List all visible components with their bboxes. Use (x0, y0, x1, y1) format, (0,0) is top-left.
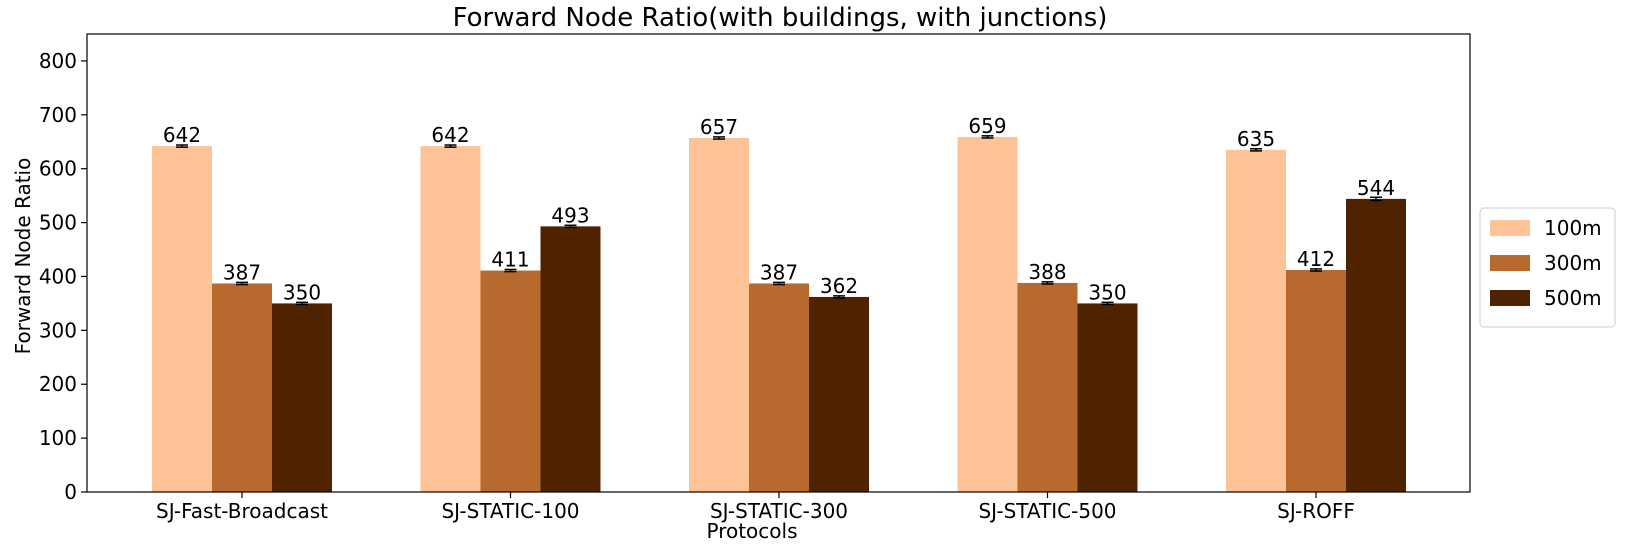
bar (212, 283, 272, 492)
data-label: 350 (283, 280, 321, 304)
data-label: 642 (431, 123, 469, 147)
data-label: 387 (760, 260, 798, 284)
legend-label: 100m (1544, 216, 1602, 240)
legend-label: 300m (1544, 251, 1602, 275)
x-tick-label: SJ-ROFF (1277, 499, 1355, 523)
data-label: 544 (1357, 176, 1395, 200)
x-tick-label: SJ-STATIC-100 (441, 499, 579, 523)
bar (540, 226, 601, 493)
legend-swatch (1490, 290, 1530, 306)
plot-area: 0 100 200 300 400 500 600 700 800 642 387 350 SJ-Fas… (39, 33, 1471, 523)
bar (749, 283, 809, 492)
data-label: 657 (700, 115, 738, 139)
plot-frame (86, 33, 1471, 493)
y-tick-label: 300 (39, 318, 77, 342)
data-label: 642 (163, 123, 201, 147)
bar (420, 146, 481, 492)
bar (1346, 198, 1406, 492)
legend-label: 500m (1544, 286, 1602, 310)
legend: 100m 300m 500m (1479, 207, 1616, 328)
bar (689, 137, 749, 493)
chart-title: Forward Node Ratio(with buildings, with … (453, 3, 1108, 33)
x-tick-label: SJ-STATIC-500 (978, 499, 1116, 523)
bar (1017, 282, 1078, 492)
x-axis-label: Protocols (706, 519, 797, 543)
bar (1077, 303, 1138, 492)
bar (272, 303, 332, 492)
bar (480, 270, 541, 492)
y-tick-label: 400 (39, 264, 77, 288)
bar (1286, 270, 1346, 492)
data-label: 388 (1028, 260, 1066, 284)
data-label: 411 (491, 248, 529, 272)
y-tick-label: 100 (39, 426, 77, 450)
y-tick-label: 700 (39, 103, 77, 127)
legend-swatch (1490, 255, 1530, 271)
y-axis-label: Forward Node Ratio (11, 158, 35, 355)
bar (957, 136, 1018, 493)
x-tick-label: SJ-STATIC-300 (710, 499, 848, 523)
data-label: 350 (1088, 280, 1126, 304)
y-tick-label: 800 (39, 49, 77, 73)
y-tick-label: 500 (39, 211, 77, 235)
legend-swatch (1490, 220, 1530, 236)
data-label: 412 (1297, 247, 1335, 271)
y-tick-label: 200 (39, 372, 77, 396)
bar (809, 296, 869, 492)
data-label: 362 (820, 274, 858, 298)
data-label: 635 (1237, 127, 1275, 151)
data-label: 387 (223, 260, 261, 284)
x-tick-label: SJ-Fast-Broadcast (156, 499, 328, 523)
bar (152, 146, 212, 492)
y-tick-label: 600 (39, 157, 77, 181)
y-tick-label: 0 (64, 480, 77, 504)
data-label: 493 (551, 203, 589, 227)
data-label: 659 (968, 114, 1006, 138)
bar (1226, 149, 1286, 493)
